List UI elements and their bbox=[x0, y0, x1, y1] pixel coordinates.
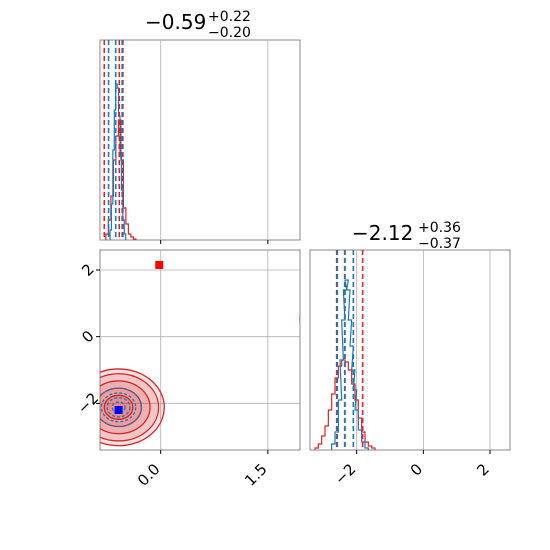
marker-red-square bbox=[155, 261, 164, 269]
title-2-minus: −0.37 bbox=[418, 236, 461, 252]
contour-blue-level bbox=[106, 397, 131, 418]
histogram-param-2-blue-group bbox=[331, 279, 369, 450]
contour-group bbox=[100, 261, 300, 447]
title-1-minus: −0.20 bbox=[208, 25, 251, 41]
contour-red-level bbox=[100, 373, 160, 442]
histogram-param-2-blue bbox=[331, 279, 369, 450]
top-left-panel bbox=[99, 39, 301, 241]
tick-label-x-param-2: −2 bbox=[331, 460, 359, 488]
title-1-plus: +0.22 bbox=[208, 9, 251, 25]
tick-label-y-param-2: 2 bbox=[78, 260, 97, 279]
title-2-median: −2.12 bbox=[352, 221, 413, 245]
tick-label-y-param-2: −2 bbox=[74, 389, 102, 417]
bottom-right-panel bbox=[309, 249, 511, 451]
histogram-param-2-red bbox=[314, 359, 376, 450]
title-param-2: −2.12 +0.36 −0.37 bbox=[352, 220, 461, 252]
bottom-left-panel bbox=[99, 249, 301, 451]
tick-label-x-param-1: 0.0 bbox=[134, 460, 164, 490]
title-1-median: −0.59 bbox=[145, 10, 206, 34]
tick-label-x-param-2: 0 bbox=[407, 460, 426, 479]
title-param-1: −0.59 +0.22 −0.20 bbox=[145, 9, 251, 41]
tick-label-x-param-1: 1.5 bbox=[241, 460, 271, 490]
tick-label-y-param-2: 0 bbox=[78, 327, 97, 346]
contour-blue-level bbox=[100, 392, 137, 423]
contour-blue-level bbox=[111, 401, 126, 414]
tick-label-x-param-2: 2 bbox=[473, 460, 492, 479]
histogram-param-2-red-group bbox=[314, 359, 376, 450]
title-2-plus: +0.36 bbox=[418, 220, 461, 236]
marker-blue-square bbox=[114, 406, 123, 414]
contour-blue-level bbox=[100, 387, 143, 428]
marker-red-square bbox=[299, 314, 300, 323]
